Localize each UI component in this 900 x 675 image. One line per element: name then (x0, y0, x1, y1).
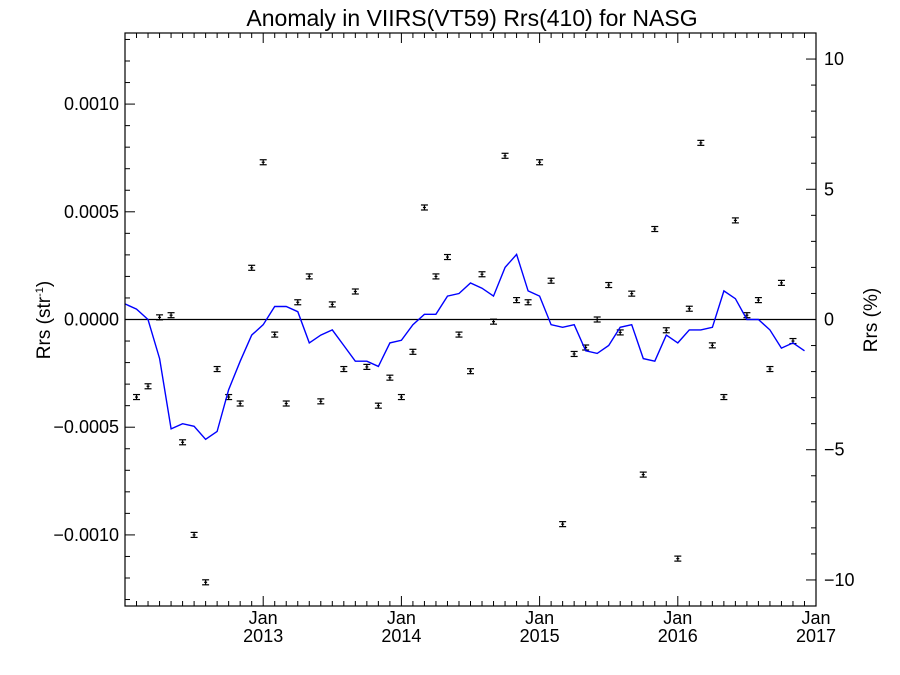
blue-anomaly-line (124, 253, 805, 441)
data-point (409, 348, 417, 355)
data-point (386, 374, 394, 381)
data-point (478, 271, 486, 278)
data-point (374, 402, 382, 409)
x-tick-year-label: 2013 (243, 626, 283, 646)
plot-area (124, 139, 816, 586)
data-point (248, 264, 256, 271)
data-point (570, 350, 578, 358)
data-point (720, 393, 728, 401)
data-point (593, 316, 601, 323)
left-tick-label: 0.0000 (64, 310, 119, 330)
left-tick-label: −0.0005 (53, 417, 119, 437)
data-point (605, 281, 613, 289)
data-point (190, 531, 198, 539)
data-point (674, 555, 682, 562)
right-tick-label: 0 (824, 310, 834, 330)
data-point (743, 312, 751, 319)
data-point (501, 152, 509, 159)
data-point (766, 365, 774, 373)
data-point (455, 331, 463, 338)
data-point (213, 365, 221, 373)
data-point (167, 312, 175, 319)
data-point (259, 159, 267, 166)
data-point (317, 398, 325, 405)
right-tick-label: 5 (824, 179, 834, 199)
data-point (363, 363, 371, 370)
data-point (731, 217, 739, 224)
data-point (340, 365, 348, 373)
data-point (467, 368, 474, 375)
data-point (662, 327, 670, 334)
y-axis-label-right: Rrs (%) (861, 288, 882, 352)
data-point (133, 393, 141, 401)
data-point (628, 290, 636, 297)
data-point (536, 159, 544, 166)
data-point (524, 299, 532, 306)
axes: 0.0010 0.0005 0.0000 −0.0005 −0.0010 10 5 0 −5 −1… (53, 32, 855, 646)
data-point (144, 383, 152, 390)
left-tick-label: 0.0005 (64, 202, 119, 222)
data-point (547, 277, 555, 284)
data-point (179, 439, 187, 446)
data-point (777, 279, 785, 286)
left-tick-label: −0.0010 (53, 525, 119, 545)
data-point (639, 471, 647, 478)
x-tick-month-label: Jan (387, 608, 416, 628)
x-tick-year-label: 2014 (381, 626, 421, 646)
x-tick-month-label: Jan (663, 608, 692, 628)
data-point (328, 301, 336, 308)
right-tick-label: 10 (824, 49, 844, 69)
x-tick-month-label: Jan (801, 608, 830, 628)
data-point (282, 400, 290, 407)
data-point (351, 288, 359, 295)
data-point (685, 305, 693, 312)
right-tick-label: −5 (824, 440, 845, 460)
x-tick-month-label: Jan (249, 608, 278, 628)
x-tick-year-label: 2017 (796, 626, 836, 646)
data-point (697, 139, 705, 146)
data-point (443, 253, 451, 261)
data-point (294, 299, 302, 306)
x-tick-year-label: 2015 (520, 626, 560, 646)
data-point (651, 225, 659, 233)
data-point (754, 297, 762, 304)
x-tick-year-label: 2016 (658, 626, 698, 646)
right-tick-label: −10 (824, 570, 855, 590)
data-point (559, 521, 567, 528)
data-point (225, 393, 233, 401)
y-axis-label-left: Rrs (str-1) (34, 281, 55, 359)
data-point (202, 579, 210, 586)
data-point (432, 273, 440, 280)
data-point (236, 400, 244, 407)
data-point (420, 204, 428, 211)
left-tick-label: 0.0010 (64, 94, 119, 114)
data-point (397, 393, 405, 401)
data-point (271, 331, 279, 338)
data-point (708, 342, 716, 349)
data-point (513, 297, 521, 304)
data-point (305, 273, 313, 280)
chart-title: Anomaly in VIIRS(VT59) Rrs(410) for NASG (246, 5, 697, 31)
data-point (490, 318, 498, 325)
x-tick-month-label: Jan (525, 608, 554, 628)
data-point (156, 314, 164, 321)
